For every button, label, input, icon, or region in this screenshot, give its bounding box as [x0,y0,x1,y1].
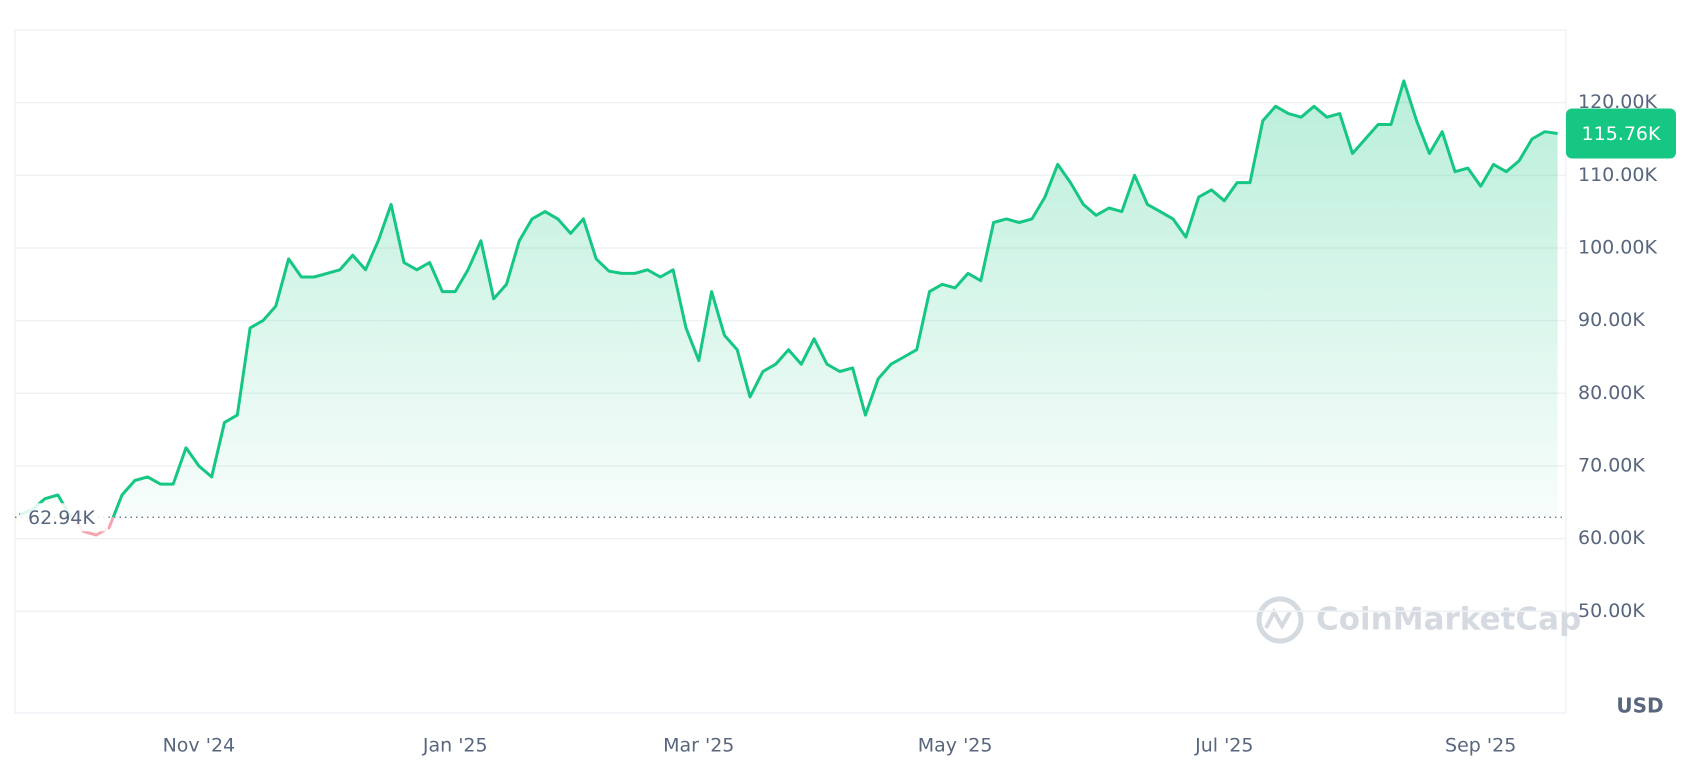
y-tick-label: 90.00K [1578,309,1645,331]
watermark-text: CoinMarketCap [1316,602,1581,638]
y-tick-label: 120.00K [1578,91,1657,113]
y-tick-label: 80.00K [1578,382,1645,404]
y-tick-label: 100.00K [1578,236,1657,258]
price-line [18,79,1558,518]
unit-label: USD [1616,694,1663,718]
plot-frame [14,29,1567,714]
y-tick-label: 110.00K [1578,164,1657,186]
price-badge [1566,108,1676,159]
area [19,80,1558,518]
x-tick-label: Nov '24 [163,735,236,757]
y-tick-label: 70.00K [1578,454,1645,476]
watermark: CoinMarketCap [1256,596,1581,644]
price-badge-label: 115.76K [1582,123,1661,145]
y-tick-label: 50.00K [1578,600,1645,622]
x-tick-label: Sep '25 [1445,735,1516,757]
x-tick-label: Mar '25 [663,735,734,757]
x-tick-label: May '25 [918,735,993,757]
reference-label: 62.94K [28,507,95,529]
reference-label-bg [20,503,108,532]
x-tick-label: Jan '25 [422,735,488,757]
y-tick-label: 60.00K [1578,527,1645,549]
x-tick-label: Jul '25 [1194,735,1253,757]
